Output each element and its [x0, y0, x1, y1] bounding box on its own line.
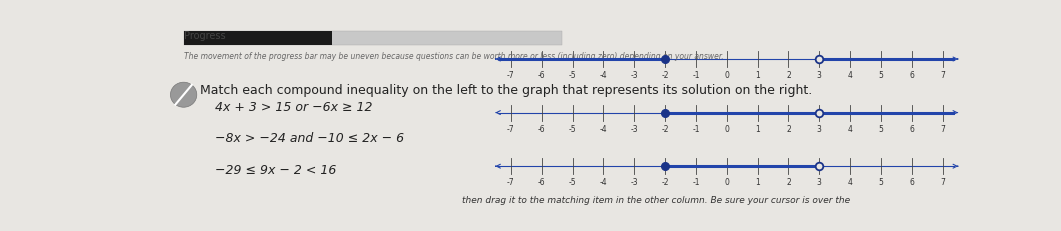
Text: -2: -2: [661, 178, 668, 187]
Text: −8x > −24 and −10 ≤ 2x − 6: −8x > −24 and −10 ≤ 2x − 6: [214, 131, 404, 144]
Text: 3: 3: [817, 124, 821, 133]
Text: -7: -7: [507, 178, 515, 187]
Text: −29 ≤ 9x − 2 < 16: −29 ≤ 9x − 2 < 16: [214, 164, 336, 176]
FancyBboxPatch shape: [184, 32, 562, 46]
Text: -3: -3: [630, 124, 638, 133]
Text: -2: -2: [661, 124, 668, 133]
Text: -6: -6: [538, 178, 545, 187]
Text: 3: 3: [817, 178, 821, 187]
Text: The movement of the progress bar may be uneven because questions can be worth mo: The movement of the progress bar may be …: [184, 52, 724, 61]
Text: 6: 6: [909, 71, 915, 80]
Ellipse shape: [171, 83, 196, 108]
Text: 1: 1: [755, 71, 760, 80]
Text: 7: 7: [940, 71, 945, 80]
Text: -2: -2: [661, 71, 668, 80]
Text: 4: 4: [848, 178, 852, 187]
Text: 2: 2: [786, 71, 790, 80]
Text: -3: -3: [630, 178, 638, 187]
Text: 4x + 3 > 15 or −6x ≥ 12: 4x + 3 > 15 or −6x ≥ 12: [214, 100, 372, 113]
Text: Match each compound inequality on the left to the graph that represents its solu: Match each compound inequality on the le…: [201, 84, 813, 97]
Text: -3: -3: [630, 71, 638, 80]
Text: 2: 2: [786, 124, 790, 133]
Text: 3: 3: [817, 71, 821, 80]
Text: then drag it to the matching item in the other column. Be sure your cursor is ov: then drag it to the matching item in the…: [462, 195, 850, 204]
Text: 0: 0: [725, 178, 729, 187]
Text: 7: 7: [940, 178, 945, 187]
Text: 6: 6: [909, 178, 915, 187]
Text: -5: -5: [569, 178, 576, 187]
Text: 7: 7: [940, 124, 945, 133]
Text: 5: 5: [879, 71, 884, 80]
Text: -5: -5: [569, 71, 576, 80]
FancyBboxPatch shape: [184, 32, 332, 46]
Text: -6: -6: [538, 71, 545, 80]
Text: 4: 4: [848, 71, 852, 80]
Text: 4: 4: [848, 124, 852, 133]
Text: -4: -4: [599, 178, 607, 187]
Text: -5: -5: [569, 124, 576, 133]
Text: 5: 5: [879, 178, 884, 187]
Text: -7: -7: [507, 124, 515, 133]
Text: 0: 0: [725, 124, 729, 133]
Text: -7: -7: [507, 71, 515, 80]
Text: 1: 1: [755, 178, 760, 187]
Text: Progress: Progress: [184, 30, 225, 40]
Text: 2: 2: [786, 178, 790, 187]
Text: 5: 5: [879, 124, 884, 133]
Text: -6: -6: [538, 124, 545, 133]
Text: -4: -4: [599, 124, 607, 133]
Text: 1: 1: [755, 124, 760, 133]
Text: -1: -1: [692, 124, 699, 133]
Text: -4: -4: [599, 71, 607, 80]
Text: -1: -1: [692, 178, 699, 187]
Text: 0: 0: [725, 71, 729, 80]
Text: 6: 6: [909, 124, 915, 133]
Text: -1: -1: [692, 71, 699, 80]
